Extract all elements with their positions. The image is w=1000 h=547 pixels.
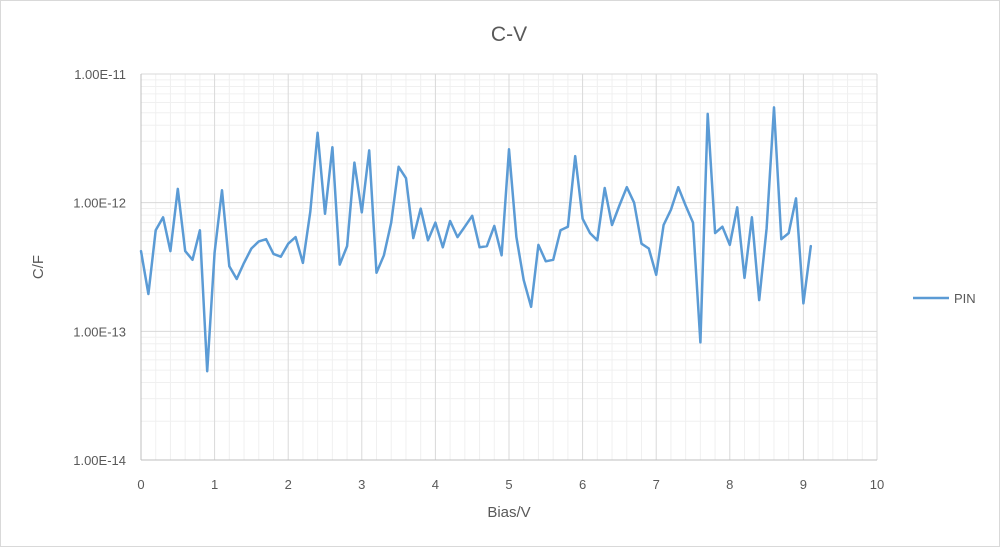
x-tick-label: 8 — [726, 477, 733, 492]
series-layer — [139, 106, 813, 373]
x-tick-label: 5 — [505, 477, 512, 492]
legend-label-pin: PIN — [954, 291, 976, 306]
x-axis-label: Bias/V — [487, 504, 530, 521]
axes — [140, 74, 877, 461]
major-gridlines — [140, 73, 878, 461]
y-tick-label: 1.00E-12 — [73, 196, 126, 211]
series-line-pin — [139, 106, 813, 373]
x-tick-label: 4 — [432, 477, 439, 492]
x-tick-label: 7 — [653, 477, 660, 492]
x-tick-label: 0 — [137, 477, 144, 492]
y-tick-label: 1.00E-14 — [73, 453, 126, 468]
x-tick-labels: 0 1 2 3 4 5 6 7 8 9 10 — [137, 477, 884, 492]
x-tick-label: 1 — [211, 477, 218, 492]
legend: PIN — [913, 291, 976, 306]
x-tick-label: 2 — [285, 477, 292, 492]
chart-title: C-V — [491, 23, 527, 46]
y-tick-label: 1.00E-11 — [74, 67, 126, 82]
x-tick-label: 10 — [870, 477, 884, 492]
x-tick-label: 3 — [358, 477, 365, 492]
y-tick-label: 1.00E-13 — [73, 324, 126, 339]
x-tick-label: 6 — [579, 477, 586, 492]
x-tick-label: 9 — [800, 477, 807, 492]
y-axis-label: C/F — [30, 255, 47, 279]
y-tick-labels: 1.00E-14 1.00E-13 1.00E-12 1.00E-11 — [73, 67, 126, 468]
